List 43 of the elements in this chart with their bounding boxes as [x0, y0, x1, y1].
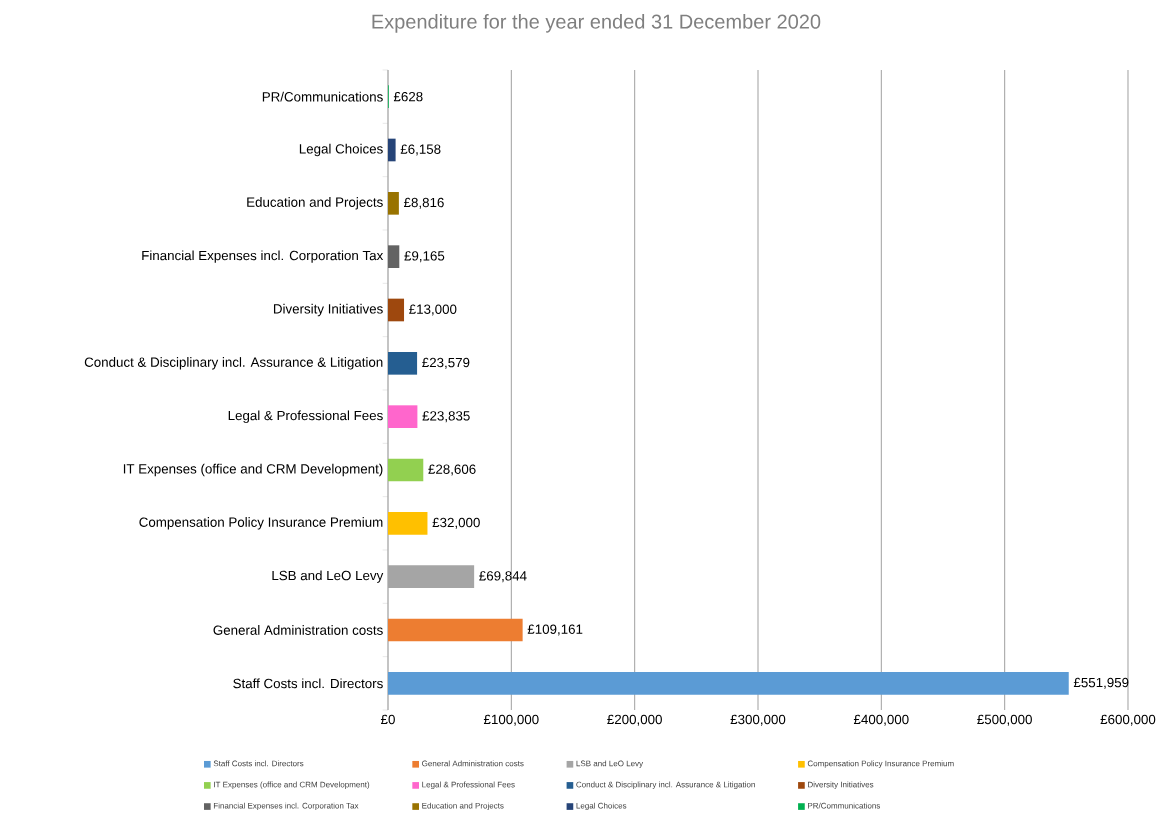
y-tick-label: Conduct & Disciplinary incl. Assurance & Litigation: [84, 357, 383, 370]
y-tick-label: IT Expenses (office and CRM Development): [123, 463, 383, 477]
category-label: Diversity Initiatives: [808, 781, 874, 789]
category-label: General Administration costs: [422, 760, 524, 767]
chart-title: Expenditure for the year ended 31 December 2020: [372, 14, 821, 33]
category-label: Education and Projects: [422, 802, 504, 811]
x-tick-label: £400,000: [853, 714, 909, 726]
data-label: £551,959: [1073, 677, 1129, 689]
data-label: £28,606: [428, 464, 476, 476]
data-label: £69,844: [479, 571, 527, 583]
data-label: £23,579: [422, 357, 470, 369]
data-label: £109,161: [527, 624, 583, 636]
y-tick-label: Financial Expenses incl. Corporation Tax: [142, 250, 384, 263]
category-label: Legal & Professional Fees: [422, 781, 515, 789]
category-label: LSB and LeO Levy: [576, 760, 644, 768]
data-label: £9,165: [404, 251, 445, 263]
y-tick-label: General Administration costs: [213, 625, 383, 635]
y-tick-label: Legal & Professional Fees: [228, 410, 383, 423]
y-tick-label: Diversity Initiatives: [273, 303, 383, 317]
data-label: £628: [393, 91, 423, 102]
data-label: £6,158: [400, 144, 441, 156]
x-tick-label: £0: [380, 714, 395, 725]
category-label: Legal Choices: [576, 802, 627, 811]
x-tick-label: £600,000: [1100, 714, 1156, 726]
y-tick-label: Education and Projects: [247, 197, 383, 210]
category-label: Financial Expenses incl. Corporation Tax: [213, 802, 359, 811]
y-tick-label: Legal Choices: [299, 143, 383, 157]
category-label: Compensation Policy Insurance Premium: [807, 760, 954, 768]
category-label: Conduct & Disciplinary incl. Assurance & Litigation: [576, 781, 755, 789]
y-tick-label: LSB and LeO Levy: [272, 570, 384, 583]
y-tick-label: Compensation Policy Insurance Premium: [139, 517, 383, 530]
x-tick-label: £200,000: [607, 714, 662, 726]
data-label: £13,000: [409, 304, 457, 316]
y-tick-label: Staff Costs incl. Directors: [233, 678, 383, 689]
category-label: PR/Communications: [808, 802, 881, 809]
x-tick-label: £500,000: [977, 714, 1032, 726]
x-tick-label: £100,000: [483, 714, 539, 726]
x-tick-label: £300,000: [730, 714, 786, 726]
data-label: £32,000: [432, 517, 480, 529]
category-label: IT Expenses (office and CRM Development): [214, 781, 370, 789]
data-label: £8,816: [403, 197, 444, 209]
data-label: £23,835: [422, 411, 470, 423]
y-tick-label: PR/Communications: [262, 91, 383, 102]
